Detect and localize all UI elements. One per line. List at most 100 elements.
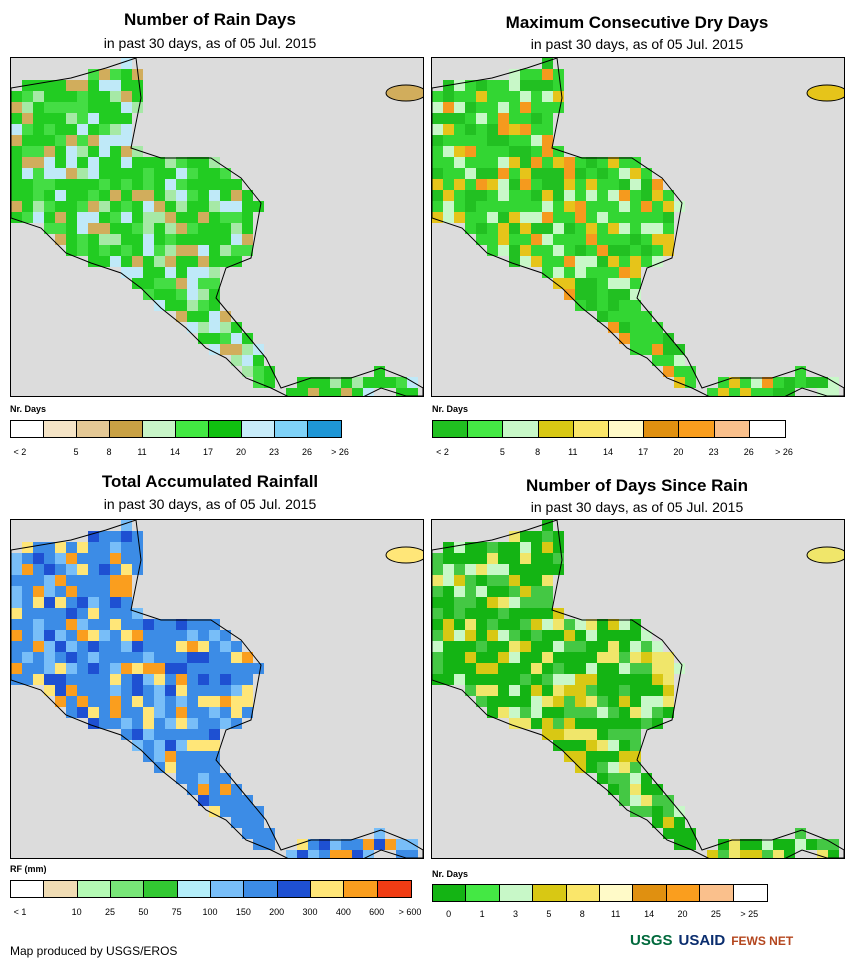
legend-swatch [176, 421, 209, 437]
legend-swatch [749, 421, 785, 437]
coastline [11, 520, 423, 858]
usaid-logo: USAID [678, 932, 726, 949]
legend-tick-label: < 1 [13, 907, 27, 917]
usgs-logo: USGS [630, 932, 673, 949]
coastline [432, 520, 844, 858]
legend-tick-label: 8 [579, 909, 585, 919]
legend-tick-label: 600 [369, 907, 385, 917]
legend-swatch [433, 885, 467, 901]
legend-tick-label: > 26 [331, 447, 349, 457]
legend-ticks: < 2 5 8 11 14 17 20 23 26 > 26 [432, 447, 793, 459]
legend-tick-label: > 26 [775, 447, 793, 457]
legend-tick-label: < 2 [13, 447, 27, 457]
panel-subtitle: in past 30 days, as of 05 Jul. 2015 [530, 36, 744, 52]
legend-swatch [275, 421, 308, 437]
legend-tick-label: 150 [235, 907, 251, 917]
legend-swatch [143, 421, 176, 437]
legend-tick-label: 100 [202, 907, 218, 917]
legend-tick-label: 75 [171, 907, 182, 917]
legend-swatch [599, 885, 634, 901]
legend-ticks: 0 1 3 5 8 11 14 20 25 > 25 [432, 909, 766, 921]
panel-subtitle: in past 30 days, as of 05 Jul. 2015 [103, 35, 317, 51]
legend-swatch [666, 885, 701, 901]
panel-dry-days: Maximum Consecutive Dry Days in past 30 … [420, 0, 854, 460]
panel-total-rainfall: Total Accumulated Rainfall in past 30 da… [0, 460, 424, 930]
legend-swatch [77, 881, 111, 897]
panel-days-since-rain: Number of Days Since Rain in past 30 day… [420, 460, 854, 930]
legend-swatch [679, 421, 715, 437]
legend-tick-label: 23 [268, 447, 280, 457]
legend-swatch [110, 881, 145, 897]
fewsnet-logo: FEWS NET [731, 933, 794, 948]
legend-swatch [277, 881, 311, 897]
legend-swatch [644, 421, 680, 437]
legend-bar [432, 420, 786, 438]
panel-title: Total Accumulated Rainfall [101, 472, 319, 491]
legend-tick-label: < 2 [436, 447, 449, 457]
legend-swatch [499, 885, 534, 901]
legend-tick-label: 20 [235, 447, 247, 457]
legend-tick-label: 8 [535, 447, 541, 457]
legend-ticks: < 1 10 25 50 75 100 150 200 300 400 600 > 600 [10, 907, 422, 919]
legend-tick-label: 1 [479, 909, 485, 919]
legend-swatch [310, 881, 345, 897]
legend-tick-label: 14 [644, 909, 655, 919]
legend-swatch [144, 881, 178, 897]
legend-title: Nr. Days [432, 869, 469, 879]
legend-tick-label: 400 [335, 907, 351, 917]
coastline [432, 58, 844, 396]
legend-tick-label: 17 [638, 447, 649, 457]
legend-swatch [244, 881, 278, 897]
map-days-since-rain [431, 519, 845, 859]
map-land-cells [11, 58, 418, 396]
legend-swatch [573, 421, 609, 437]
legend-tick-label: 14 [169, 447, 181, 457]
panel-title: Maximum Consecutive Dry Days [505, 13, 769, 32]
map-total-rainfall [10, 519, 424, 859]
legend-swatch [700, 885, 734, 901]
legend-swatch [44, 421, 77, 437]
legend-swatch [433, 421, 469, 437]
legend-bar [10, 420, 342, 438]
legend-swatch [377, 881, 411, 897]
legend-tick-label: 17 [202, 447, 214, 457]
island-jamaica [806, 546, 844, 564]
legend-swatch [468, 421, 504, 437]
coastline [11, 58, 423, 396]
legend-tick-label: 8 [106, 447, 112, 457]
legend-tick-label: 11 [568, 447, 578, 457]
legend-tick-label: 20 [677, 909, 688, 919]
legend-swatch [633, 885, 667, 901]
map-dry-days [431, 57, 845, 397]
legend-tick-label: 26 [301, 447, 313, 457]
map-land-cells [432, 58, 839, 396]
legend-swatch [44, 881, 78, 897]
legend-swatch [466, 885, 500, 901]
legend-tick-label: 10 [71, 907, 82, 917]
legend-bar [432, 884, 768, 902]
legend-tick-label: > 600 [398, 907, 422, 917]
island-jamaica [806, 84, 844, 102]
island-jamaica [385, 546, 423, 564]
map-land-cells [11, 520, 418, 858]
map-land-cells [432, 520, 839, 858]
legend-swatch [242, 421, 275, 437]
island-jamaica [385, 84, 423, 102]
legend-title: Nr. Days [10, 404, 47, 414]
legend-swatch [714, 421, 750, 437]
legend-tick-label: 200 [269, 907, 285, 917]
legend-swatch [533, 885, 567, 901]
legend-swatch [308, 421, 341, 437]
panel-subtitle: in past 30 days, as of 05 Jul. 2015 [103, 496, 317, 512]
legend-swatch [566, 885, 600, 901]
legend-swatch [77, 421, 110, 437]
legend-tick-label: 3 [512, 909, 519, 919]
credit-text: Map produced by USGS/EROS [10, 944, 178, 958]
legend-swatch [11, 421, 44, 437]
legend-tick-label: 25 [710, 909, 721, 919]
legend-title: Nr. Days [432, 404, 469, 414]
legend-swatch [177, 881, 211, 897]
legend-tick-label: 20 [673, 447, 684, 457]
panel-subtitle: in past 30 days, as of 05 Jul. 2015 [530, 499, 744, 515]
legend-tick-label: 11 [611, 909, 621, 919]
